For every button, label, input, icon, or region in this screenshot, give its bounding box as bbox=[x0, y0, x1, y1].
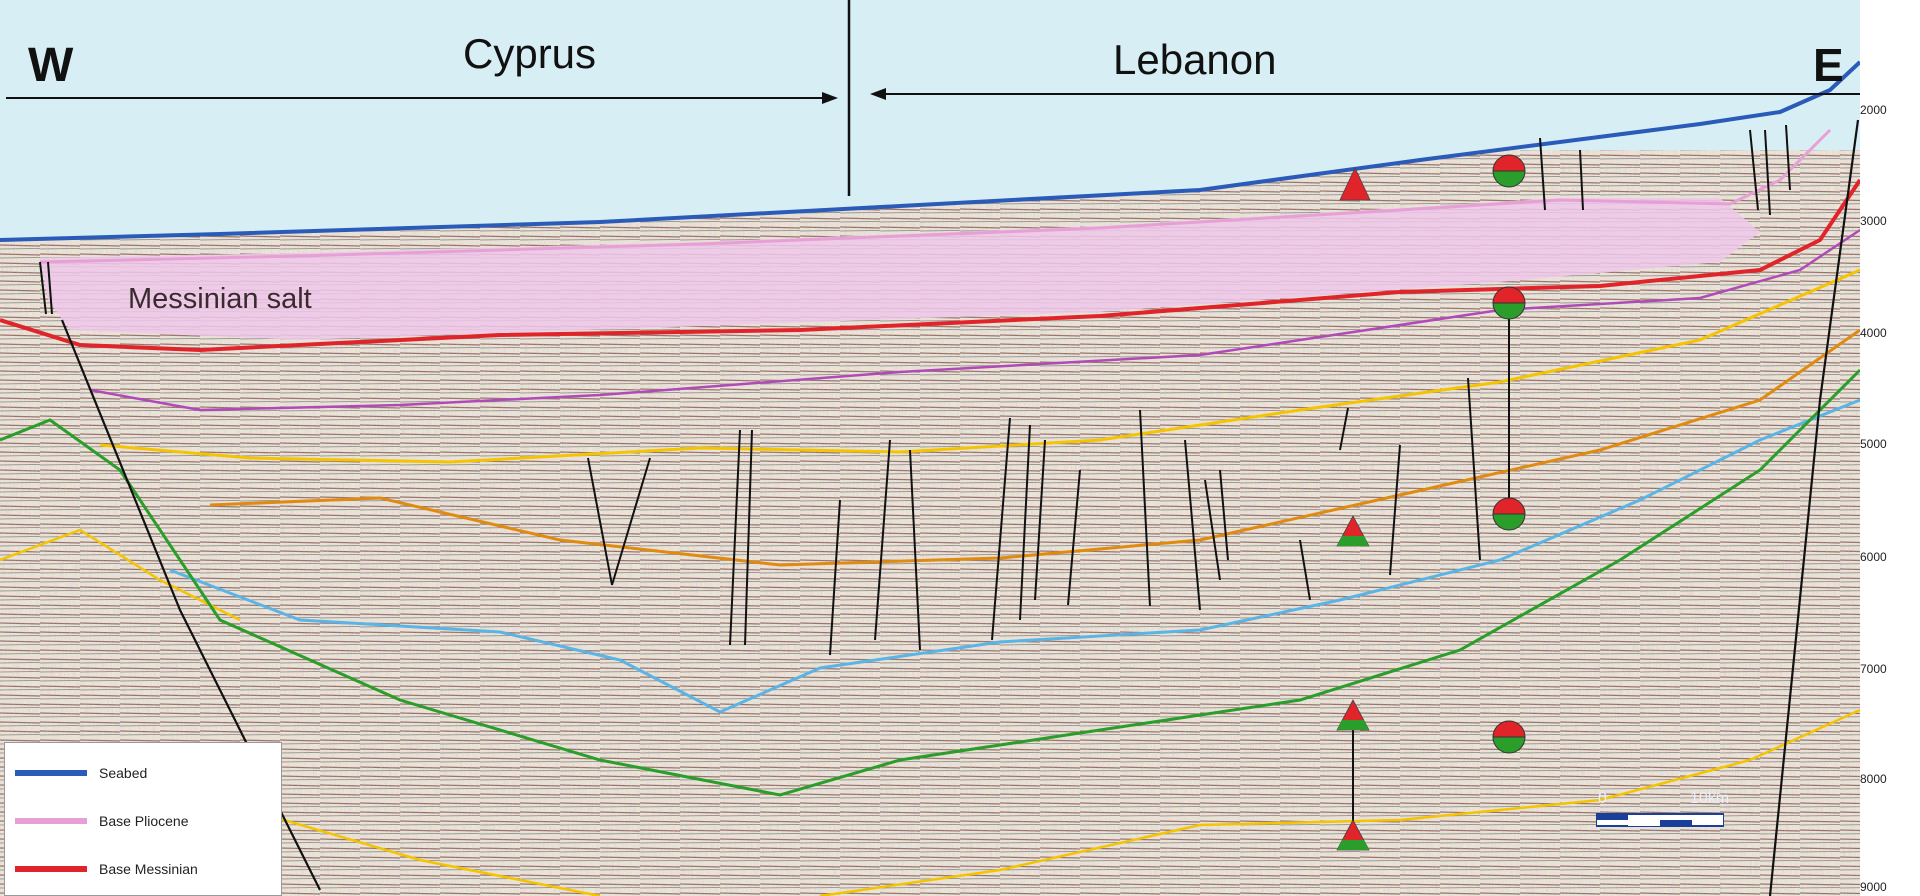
scale-end-label: 10km bbox=[1690, 790, 1730, 807]
well-triangle-symbol bbox=[1336, 699, 1370, 731]
legend-item: Base Pliocene bbox=[15, 811, 189, 831]
cyan-horizon bbox=[169, 398, 1861, 714]
east-boundary-fault bbox=[1768, 119, 1860, 896]
legend-label: Base Messinian bbox=[99, 861, 198, 877]
west-label: W bbox=[28, 39, 74, 92]
well-circle-symbol bbox=[1492, 497, 1526, 531]
well-circle-symbol bbox=[1492, 154, 1526, 188]
seabed-horizon bbox=[0, 60, 1862, 242]
legend-item: Base Messinian bbox=[15, 859, 198, 879]
legend: Seabed Base Pliocene Base Messinian bbox=[4, 742, 282, 896]
scale-bar bbox=[1596, 813, 1724, 827]
depth-tick: 9000 bbox=[1860, 880, 1887, 894]
legend-label: Base Pliocene bbox=[99, 813, 189, 829]
purple-horizon bbox=[89, 228, 1861, 412]
salt-layer bbox=[40, 198, 1760, 340]
legend-swatch-base-messinian bbox=[15, 866, 87, 872]
well-triangle-symbol bbox=[1336, 515, 1370, 547]
legend-label: Seabed bbox=[99, 765, 148, 781]
well-circle-symbol bbox=[1492, 720, 1526, 754]
yellow-horizon-base bbox=[819, 708, 1861, 896]
orange-horizon bbox=[209, 328, 1861, 567]
depth-tick: 4000 bbox=[1860, 326, 1887, 340]
legend-item: Seabed bbox=[15, 763, 147, 783]
cyprus-label: Cyprus bbox=[463, 30, 597, 77]
legend-swatch-seabed bbox=[15, 770, 87, 776]
well-triangle-symbol bbox=[1339, 167, 1371, 201]
base-messinian-horizon bbox=[0, 178, 1862, 353]
east-label: E bbox=[1813, 39, 1844, 91]
green-horizon bbox=[0, 368, 1862, 797]
base-pliocene-horizon bbox=[39, 128, 1832, 264]
well-triangle-symbol bbox=[1336, 819, 1370, 851]
fault-group bbox=[39, 124, 1791, 656]
depth-tick: 8000 bbox=[1860, 772, 1887, 786]
lebanon-arrow bbox=[870, 88, 1860, 100]
depth-tick: 2000 bbox=[1860, 103, 1887, 117]
depth-tick: 3000 bbox=[1860, 214, 1887, 228]
depth-axis-strip bbox=[1860, 0, 1920, 896]
depth-tick: 5000 bbox=[1860, 437, 1887, 451]
depth-tick: 7000 bbox=[1860, 662, 1887, 676]
legend-swatch-base-pliocene bbox=[15, 818, 87, 824]
yellow-horizon-upper bbox=[99, 268, 1861, 464]
scale-start-label: 0 bbox=[1598, 790, 1607, 807]
cyprus-arrow bbox=[6, 92, 838, 104]
yellow-horizon-lower bbox=[0, 528, 241, 622]
yellow-horizon-deep bbox=[249, 808, 601, 896]
depth-tick: 6000 bbox=[1860, 550, 1887, 564]
lebanon-label: Lebanon bbox=[1113, 36, 1277, 83]
messinian-salt-label: Messinian salt bbox=[128, 283, 312, 315]
well-circle-symbol bbox=[1492, 286, 1526, 320]
